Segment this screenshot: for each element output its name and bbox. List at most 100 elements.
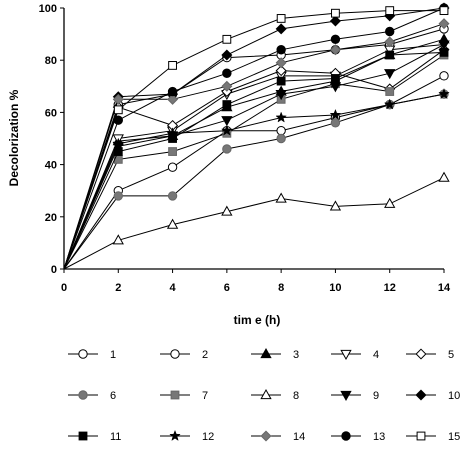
data-point: [384, 197, 396, 208]
series-11: [63, 47, 449, 270]
data-point: [329, 108, 342, 120]
legend-marker: [260, 430, 272, 442]
data-point: [384, 36, 396, 48]
data-point: [385, 26, 395, 37]
x-tick-label: 0: [61, 282, 67, 294]
legend-item-14: 14: [251, 430, 305, 443]
series-layer: [63, 2, 450, 270]
legend-item-11: 11: [68, 431, 121, 443]
data-point: [385, 50, 395, 60]
data-point: [276, 45, 286, 55]
data-point: [276, 133, 286, 144]
x-axis-title: tim e (h): [234, 313, 281, 327]
data-point: [167, 86, 178, 97]
y-axis-title: Decolorization %: [7, 89, 21, 186]
legend-label: 1: [110, 349, 116, 361]
series-7: [63, 50, 449, 270]
legend-label: 7: [202, 390, 208, 402]
legend-marker: [340, 349, 352, 361]
axes: 0 20 40 60 80 100 0 2 4 6 8 10 12 14: [39, 3, 451, 294]
data-point: [330, 118, 341, 128]
x-tick-label: 14: [438, 282, 451, 294]
series-line-9: [63, 44, 445, 270]
data-point: [438, 171, 450, 182]
legend-label: 3: [293, 349, 299, 361]
data-point: [166, 127, 179, 139]
legend-marker: [260, 347, 272, 359]
data-point: [168, 147, 177, 156]
legend-label: 13: [373, 431, 385, 443]
legend-item-10: 10: [406, 389, 460, 402]
legend-label: 14: [293, 431, 305, 443]
y-tick-label: 60: [45, 107, 57, 119]
series-15: [63, 6, 449, 270]
data-point: [438, 40, 450, 51]
x-tick-label: 2: [115, 282, 121, 294]
y-tick-label: 20: [45, 212, 57, 224]
data-point: [167, 191, 178, 201]
data-point: [113, 105, 123, 115]
legend-item-5: 5: [406, 348, 454, 361]
legend-marker: [169, 429, 181, 441]
data-point: [276, 14, 286, 23]
data-point: [383, 98, 396, 110]
data-point: [221, 116, 233, 127]
data-point: [276, 125, 286, 136]
x-tick-label: 10: [329, 282, 341, 294]
data-point: [439, 6, 449, 16]
legend-label: 11: [110, 431, 121, 443]
legend-item-2: 2: [160, 349, 208, 361]
legend-item-7: 7: [160, 390, 208, 402]
data-point: [331, 8, 340, 18]
data-point: [112, 234, 124, 245]
data-point: [439, 47, 449, 57]
data-point: [112, 137, 125, 149]
data-point: [221, 49, 233, 61]
data-point: [221, 205, 233, 216]
series-line-7: [63, 54, 445, 270]
legend-marker: [415, 389, 427, 401]
data-point: [221, 124, 233, 136]
series-line-11: [63, 51, 445, 270]
data-point: [112, 93, 124, 105]
legend-label: 4: [373, 349, 379, 361]
series-line-12: [63, 93, 445, 270]
legend-item-12: 12: [160, 429, 214, 443]
data-point: [275, 23, 287, 35]
legend-label: 10: [448, 390, 460, 402]
series-line-15: [63, 10, 444, 270]
data-point: [329, 200, 342, 211]
legend-label: 5: [448, 349, 454, 361]
data-point: [385, 87, 395, 96]
data-point: [384, 69, 396, 80]
legend-item-9: 9: [331, 390, 379, 402]
legend-label: 12: [202, 431, 214, 443]
series-8: [63, 171, 450, 270]
data-point: [113, 115, 123, 125]
y-tick-label: 80: [45, 55, 57, 67]
series-line-8: [63, 177, 445, 270]
legend-marker: [416, 431, 426, 441]
x-tick-label: 12: [384, 282, 396, 294]
legend-label: 15: [448, 431, 460, 443]
legend-label: 9: [373, 390, 379, 402]
data-point: [275, 192, 287, 203]
data-point: [167, 162, 178, 172]
data-point: [275, 57, 287, 69]
data-point: [275, 90, 287, 101]
legend-marker: [260, 388, 272, 400]
data-point: [113, 191, 123, 201]
data-point: [167, 93, 179, 105]
series-line-5: [63, 49, 445, 270]
data-point: [168, 61, 177, 70]
data-point: [222, 68, 232, 78]
legend-item-4: 4: [331, 349, 379, 361]
data-point: [222, 144, 232, 154]
data-point: [438, 88, 450, 100]
series-12: [63, 88, 450, 270]
series-14: [63, 18, 450, 270]
x-tick-label: 8: [278, 282, 284, 294]
